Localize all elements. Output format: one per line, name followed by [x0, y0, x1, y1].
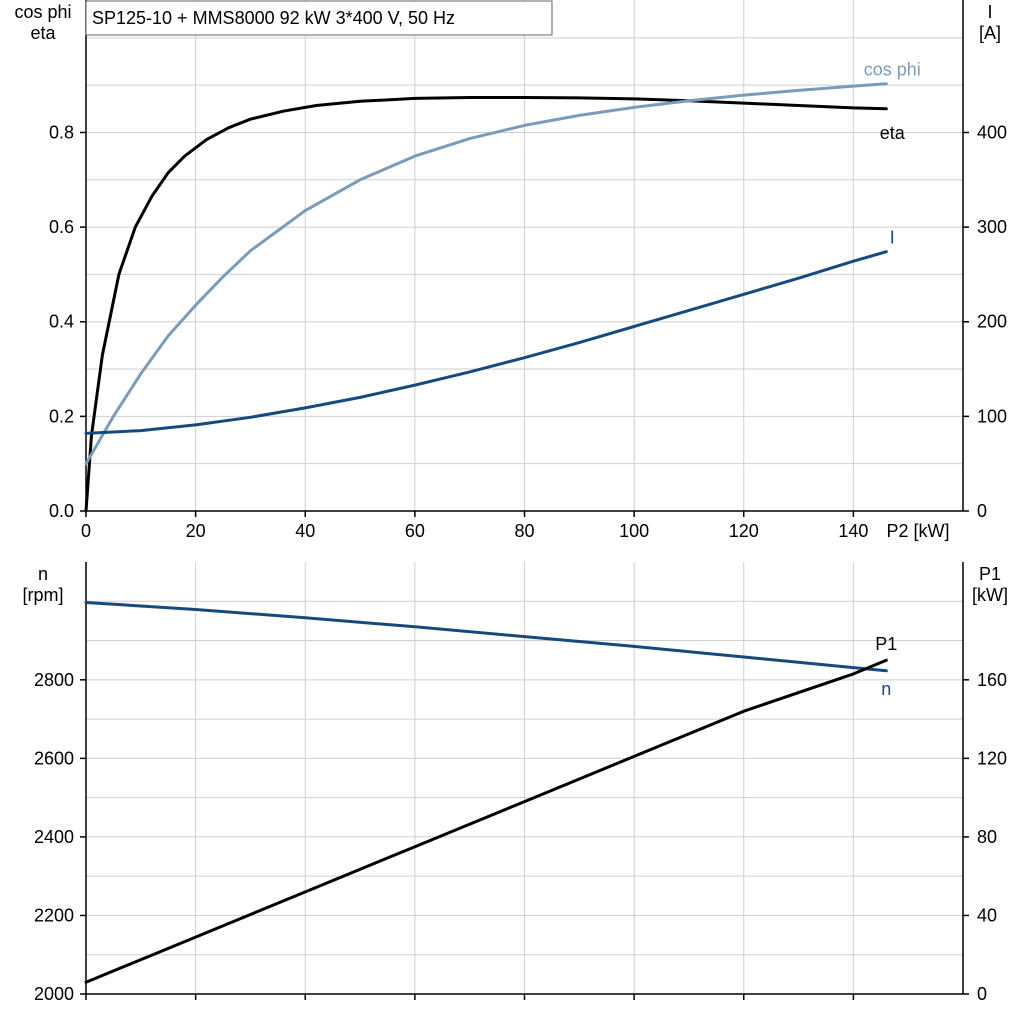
x-axis-title: P2 [kW] — [886, 521, 949, 541]
right-tick-label: 200 — [977, 312, 1007, 332]
series-label-cos-phi: cos phi — [864, 60, 921, 80]
right-tick-label: 40 — [977, 905, 997, 925]
right-tick-label: 80 — [977, 827, 997, 847]
right-axis-unit: [kW] — [972, 585, 1008, 605]
right-tick-label: 120 — [977, 748, 1007, 768]
left-tick-label: 2800 — [34, 670, 74, 690]
series-label-i: I — [890, 228, 895, 248]
right-tick-label: 100 — [977, 406, 1007, 426]
right-axis-unit: [A] — [979, 23, 1001, 43]
x-tick-label: 120 — [729, 521, 759, 541]
series-label-n: n — [881, 679, 891, 699]
series-line-i — [84, 250, 888, 435]
left-axis-title: n — [38, 564, 48, 584]
right-tick-label: 0 — [977, 501, 987, 521]
x-tick-label: 20 — [186, 521, 206, 541]
left-tick-label: 2600 — [34, 748, 74, 768]
left-axis-title: cos phi — [14, 2, 71, 22]
left-axis-unit: eta — [30, 23, 56, 43]
left-tick-label: 2000 — [34, 984, 74, 1004]
right-tick-label: 300 — [977, 217, 1007, 237]
left-tick-label: 0.4 — [49, 312, 74, 332]
series-label-p1: P1 — [875, 634, 897, 654]
left-tick-label: 0.2 — [49, 406, 74, 426]
upper-panel: 0.0 0.2 0.4 0.6 0.8 0 100 200 300 400 0 20 40 60 80 100… — [14, 0, 1007, 541]
series-line-n — [84, 601, 888, 673]
right-axis-title: I — [987, 2, 992, 22]
left-tick-label: 2200 — [34, 905, 74, 925]
right-axis-title: P1 — [979, 564, 1001, 584]
left-tick-label: 0.8 — [49, 122, 74, 142]
title-box — [85, 0, 553, 36]
x-tick-label: 40 — [295, 521, 315, 541]
right-tick-label: 400 — [977, 122, 1007, 142]
series-line-cos-phi — [84, 82, 888, 466]
series-label-eta: eta — [880, 123, 906, 143]
x-tick-label: 60 — [405, 521, 425, 541]
left-tick-label: 2400 — [34, 827, 74, 847]
right-tick-label: 160 — [977, 670, 1007, 690]
left-axis-unit: [rpm] — [22, 585, 63, 605]
x-tick-label: 80 — [514, 521, 534, 541]
right-tick-label: 0 — [977, 984, 987, 1004]
left-tick-label: 0.0 — [49, 501, 74, 521]
x-tick-label: 140 — [838, 521, 868, 541]
left-tick-label: 0.6 — [49, 217, 74, 237]
x-tick-label: 100 — [619, 521, 649, 541]
x-tick-label: 0 — [81, 521, 91, 541]
series-line-p1 — [84, 658, 888, 984]
lower-panel: 2000220024002600280004080120160n[rpm]P1[… — [22, 562, 1008, 1004]
chart-title: SP125-10 + MMS8000 92 kW 3*400 V, 50 Hz — [92, 8, 455, 28]
